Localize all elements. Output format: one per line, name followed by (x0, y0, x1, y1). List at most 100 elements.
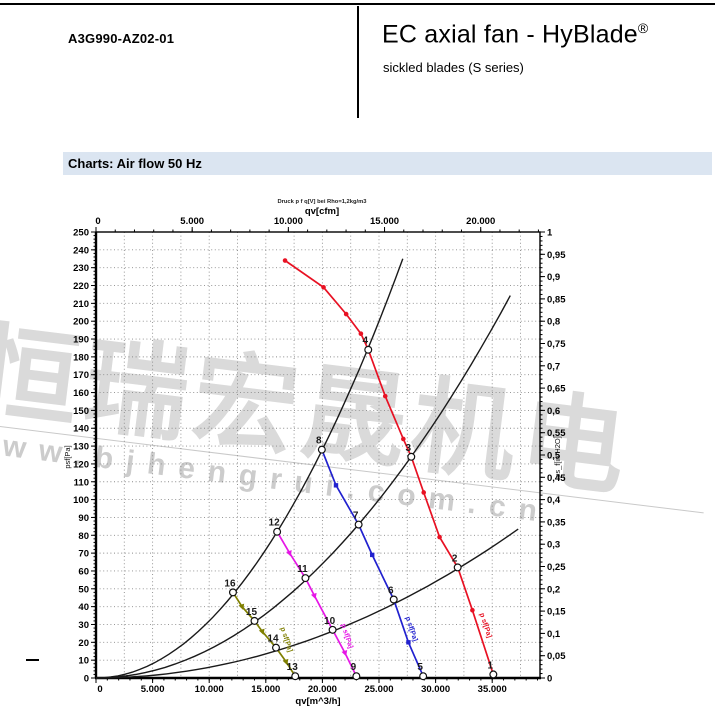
operating-point-number: 2 (452, 553, 458, 564)
model-number: A3G990-AZ02-01 (68, 31, 175, 46)
operating-point-number: 10 (324, 616, 336, 627)
svg-text:1: 1 (547, 228, 553, 239)
data-point-marker (382, 393, 388, 399)
svg-text:0: 0 (97, 684, 102, 695)
watermark-underline (0, 422, 704, 514)
system-resistance-B (95, 295, 511, 679)
operating-point-circle (328, 625, 337, 634)
operating-point-circle (301, 574, 310, 583)
system-resistance-A (95, 258, 404, 679)
svg-text:170: 170 (73, 370, 89, 381)
operating-point-circle (354, 520, 363, 529)
svg-text:130: 130 (73, 442, 89, 453)
svg-text:0,6: 0,6 (547, 406, 560, 417)
svg-text:0,25: 0,25 (547, 562, 566, 573)
watermark-chinese-text: 恒瑞宏晟机电 (0, 314, 638, 510)
svg-text:140: 140 (73, 424, 89, 435)
data-point-marker (310, 592, 317, 600)
svg-text:0,9: 0,9 (547, 272, 560, 283)
operating-point-number: 5 (417, 662, 423, 673)
svg-text:Druck p f q[V] bei Rho=1,2kg/m: Druck p f q[V] bei Rho=1,2kg/m3 (277, 199, 367, 205)
data-point-marker (238, 603, 245, 610)
chart-axes (94, 231, 541, 680)
operating-point-circle (273, 527, 282, 536)
data-point-marker (370, 552, 375, 558)
product-subtitle: sickled blades (S series) (383, 60, 524, 75)
section-header-bar: Charts: Air flow 50 Hz (63, 152, 712, 175)
svg-text:5.000: 5.000 (180, 216, 204, 227)
svg-text:240: 240 (73, 245, 89, 256)
data-point-marker (421, 490, 427, 495)
operating-point-number: 16 (224, 578, 236, 589)
svg-text:210: 210 (73, 299, 89, 310)
svg-text:80: 80 (78, 531, 89, 542)
operating-point-number: 8 (316, 436, 322, 447)
margin-dash (26, 659, 39, 661)
svg-text:90: 90 (78, 513, 89, 524)
operating-point-number: 15 (246, 607, 258, 618)
chart-ticks (91, 227, 545, 683)
svg-text:50: 50 (78, 584, 89, 595)
speed-curve-4: 16 15 14 13 p sf[Pa] (224, 578, 300, 681)
svg-text:0,15: 0,15 (547, 607, 566, 618)
curve-tag-label: p sf[Pa] (339, 623, 354, 650)
svg-text:0,35: 0,35 (547, 517, 566, 528)
svg-text:0,3: 0,3 (547, 540, 560, 551)
operating-point-circle (489, 670, 498, 679)
watermark: 恒瑞宏晟机电 www.bjhengrui.com.cn (0, 314, 715, 557)
svg-text:35.000: 35.000 (478, 684, 507, 695)
svg-text:20.000: 20.000 (466, 216, 495, 227)
operating-point-number: 9 (351, 662, 357, 673)
data-point-marker (358, 331, 364, 336)
data-point-marker (406, 640, 411, 645)
svg-text:psf[Pa]: psf[Pa] (63, 445, 72, 468)
svg-text:20: 20 (78, 638, 89, 649)
operating-point-number: 6 (388, 586, 394, 597)
svg-text:15.000: 15.000 (370, 216, 399, 227)
svg-text:180: 180 (73, 352, 89, 363)
svg-text:0,8: 0,8 (547, 317, 560, 328)
data-point-marker (401, 436, 406, 442)
svg-text:110: 110 (74, 477, 89, 488)
svg-text:200: 200 (73, 317, 89, 328)
product-title: EC axial fan - HyBlade® (382, 20, 648, 49)
system-resistance-C (95, 528, 519, 679)
svg-text:150: 150 (73, 406, 89, 417)
svg-text:qv[cfm]: qv[cfm] (305, 206, 339, 217)
svg-text:0,5: 0,5 (547, 451, 561, 462)
svg-text:0,55: 0,55 (547, 428, 566, 439)
svg-text:10.000: 10.000 (195, 684, 224, 695)
data-point-marker (341, 650, 348, 657)
svg-text:0,45: 0,45 (547, 473, 566, 484)
svg-text:30: 30 (78, 620, 89, 631)
operating-point-number: 13 (287, 662, 299, 673)
svg-text:0,7: 0,7 (547, 361, 560, 372)
operating-point-circle (389, 595, 398, 604)
operating-point-number: 14 (267, 634, 279, 645)
operating-point-circle (271, 643, 280, 652)
curve-tag-label: p sf[Pa] (478, 612, 493, 639)
data-point-marker (282, 658, 289, 666)
svg-text:0: 0 (95, 216, 100, 227)
svg-text:120: 120 (73, 459, 89, 470)
speed-curve-2: 8 7 6 5 p sf[Pa] (316, 436, 428, 681)
svg-text:15.000: 15.000 (251, 684, 280, 695)
data-point-marker (282, 258, 288, 263)
top-border-rule (0, 3, 715, 5)
registered-mark: ® (637, 20, 649, 36)
svg-text:160: 160 (73, 388, 89, 399)
data-point-marker (437, 534, 442, 540)
operating-point-circle (250, 616, 259, 625)
svg-text:0,75: 0,75 (547, 339, 566, 350)
svg-text:25.000: 25.000 (364, 684, 393, 695)
svg-text:40: 40 (78, 602, 89, 613)
operating-point-circle (291, 672, 300, 681)
operating-point-circle (419, 672, 428, 681)
svg-text:230: 230 (73, 263, 89, 274)
chart-tick-labels: 0 5.000 10.000 15.000 20.000 25.000 30.000 35.0… (63, 199, 566, 707)
data-point-marker (286, 550, 292, 557)
data-point-marker (343, 311, 349, 317)
svg-text:10.000: 10.000 (274, 216, 303, 227)
svg-text:30.000: 30.000 (421, 684, 450, 695)
svg-text:10: 10 (78, 656, 89, 667)
